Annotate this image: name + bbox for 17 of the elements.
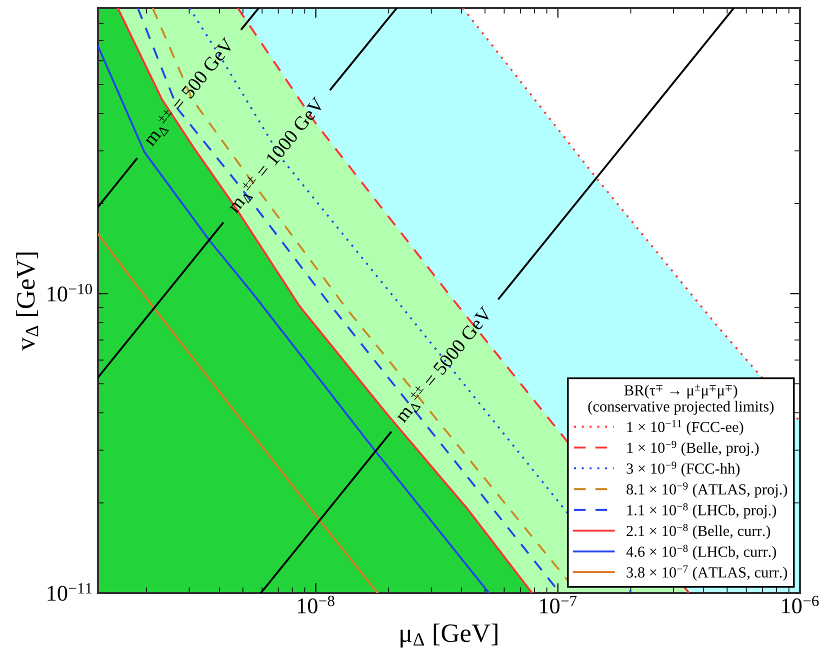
x-tick-label: 10$^{−6}$ [782, 596, 819, 614]
legend-label: 2.1 × 10$^{−8}$ (Belle, curr.) [626, 524, 770, 540]
x-axis-title: μ$_{Δ}$ [GeV] [400, 624, 498, 648]
y-axis-title: v$_{Δ}$ [GeV] [16, 252, 38, 351]
x-tick-label: 10$^{−8}$ [298, 596, 334, 614]
text: BR(τ$^{∓}$ → μ$^{±}$μ$^{∓}$μ$^{∓}$) (conservative projected limits) [588, 384, 774, 415]
legend-label: 1.1 × 10$^{−8}$ (LHCb, proj.) [627, 503, 776, 518]
y-tick-label: 10$^{−11}$ [48, 583, 92, 601]
legend-label: 1 × 10$^{−9}$ (Belle, proj.) [627, 440, 759, 456]
legend-label: 8.1 × 10$^{−9}$ (ATLAS, proj.) [626, 482, 788, 498]
x-tick-label: 10$^{−7}$ [540, 596, 577, 614]
legend-label: 3 × 10$^{−9}$ (FCC-hh) [626, 462, 740, 477]
legend-label: 1 × 10$^{−11}$ (FCC-ee) [627, 420, 744, 436]
legend-label: 4.6 × 10$^{−8}$ (LHCb, curr.) [626, 544, 776, 560]
annotation: m$_{Δ}$$^{±±}$ = 5000 GeV [393, 305, 495, 425]
legend-label: 3.8 × 10$^{−7}$ (ATLAS, curr.) [626, 566, 788, 581]
y-tick-label: 10$^{−10}$ [48, 284, 92, 302]
